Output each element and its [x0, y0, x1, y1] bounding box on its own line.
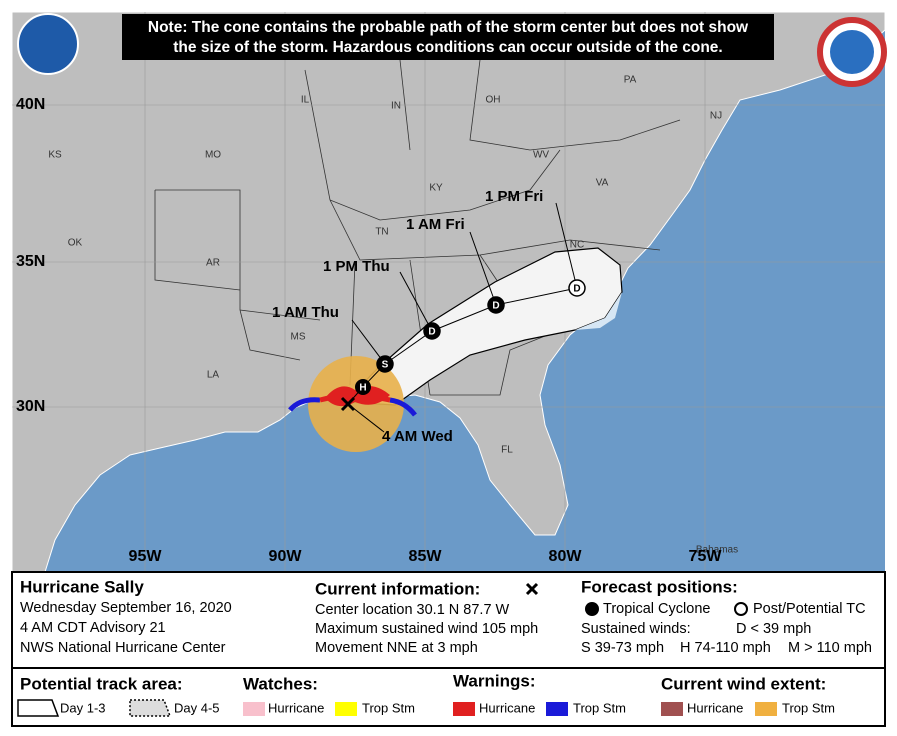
legend-text: Hurricane — [687, 700, 743, 715]
time-label: 1 PM Thu — [323, 258, 390, 275]
note-line: the size of the storm. Hazardous conditi… — [173, 39, 722, 56]
point-letter: H — [359, 383, 366, 394]
time-label: 1 AM Thu — [272, 304, 339, 321]
region-label: NC — [570, 240, 584, 251]
region-label: WV — [533, 150, 549, 161]
lon-label: 80W — [549, 548, 583, 565]
lon-label: 95W — [129, 548, 163, 565]
point-letter: S — [382, 360, 389, 371]
info-text: Post/Potential TC — [753, 601, 866, 617]
info-text: Sustained winds: — [581, 621, 691, 637]
warn-ts-swatch — [546, 702, 568, 716]
map: KSMOILINOHWVVAKYTNNCSCGAMSLAAROKFLPANJBa… — [11, 11, 887, 573]
warn-hurricane-swatch — [453, 702, 475, 716]
point-letter: D — [573, 284, 580, 295]
track-point — [376, 355, 394, 373]
info-text: NWS National Hurricane Center — [20, 640, 226, 656]
legend-text: Hurricane — [479, 700, 535, 715]
forecast-title: Forecast positions: — [581, 577, 738, 596]
legend-title: Watches: — [243, 674, 318, 693]
region-label: LA — [207, 370, 220, 381]
region-label: Bahamas — [696, 545, 738, 556]
info-text: Movement NNE at 3 mph — [315, 640, 478, 656]
tc-icon — [585, 602, 599, 616]
region-label: PA — [624, 75, 637, 86]
watch-hurricane-swatch — [243, 702, 265, 716]
region-label: KY — [429, 183, 443, 194]
region-label: MS — [291, 332, 306, 343]
info-text: Wednesday September 16, 2020 — [20, 600, 232, 616]
wind-hurricane-swatch — [661, 702, 683, 716]
lon-label: 75W — [689, 548, 723, 565]
track-point — [568, 279, 586, 297]
noaa-logo — [17, 13, 79, 75]
note-line: Note: The cone contains the probable pat… — [148, 19, 749, 36]
legend-text: Hurricane — [268, 700, 324, 715]
time-label: 1 PM Fri — [485, 188, 543, 205]
legend-title: Current wind extent: — [661, 674, 826, 693]
info-text: Maximum sustained wind 105 mph — [315, 621, 538, 637]
warning-ts-east — [389, 397, 417, 417]
time-label: 1 AM Fri — [406, 216, 465, 233]
day45-icon — [129, 699, 172, 717]
info-text: M > 110 mph — [788, 640, 872, 656]
note-box — [122, 14, 774, 60]
info-text: Center location 30.1 N 87.7 W — [315, 602, 510, 618]
cone-ocean — [575, 292, 622, 330]
nws-logo-inner — [830, 30, 874, 74]
land — [11, 11, 886, 573]
legend-text: Day 4-5 — [174, 700, 220, 715]
region-label: IN — [391, 101, 401, 112]
legend-title: Warnings: — [453, 671, 535, 690]
info-text: S 39-73 mph — [581, 640, 664, 656]
legend-text: Trop Stm — [573, 700, 626, 715]
current-icon — [525, 582, 539, 596]
info-text: 4 AM CDT Advisory 21 — [20, 620, 166, 636]
legend: Potential track area: Day 1-3 Day 4-5 Wa… — [17, 671, 835, 717]
watch-ts-swatch — [335, 702, 357, 716]
region-label: FL — [501, 445, 513, 456]
region-label: VA — [596, 178, 609, 189]
lat-label: 35N — [16, 253, 45, 270]
info-text: Tropical Cyclone — [603, 601, 710, 617]
region-label: NJ — [710, 111, 722, 122]
region-label: OH — [486, 95, 501, 106]
region-label: MO — [205, 150, 221, 161]
info-text: D < 39 mph — [736, 621, 811, 637]
region-label: KS — [48, 150, 62, 161]
region-label: TN — [375, 227, 388, 238]
region-label: AR — [206, 258, 220, 269]
legend-text: Trop Stm — [782, 700, 835, 715]
region-label: OK — [68, 238, 83, 249]
day13-icon — [17, 699, 60, 717]
track-point — [487, 296, 505, 314]
track-point — [355, 379, 371, 395]
info-text: H 74-110 mph — [680, 640, 771, 656]
current-position — [340, 396, 356, 412]
track-points: H 4 AM Wed S 1 AM Thu D 1 PM Thu D 1 AM Fri D 1 P… — [272, 188, 586, 445]
lat-label: 30N — [16, 398, 45, 415]
legend-title: Potential track area: — [20, 674, 183, 693]
graticule — [12, 12, 885, 572]
point-letter: D — [492, 301, 499, 312]
legend-text: Trop Stm — [362, 700, 415, 715]
current-title: Current information: — [315, 579, 480, 598]
legend-text: Day 1-3 — [60, 700, 106, 715]
lat-lon-labels: 40N 35N 30N 95W 90W 85W 80W 75W — [16, 96, 722, 565]
wind-ts-swatch — [755, 702, 777, 716]
lon-label: 90W — [269, 548, 303, 565]
lon-label: 85W — [409, 548, 443, 565]
warning-ts-west — [288, 397, 321, 412]
post-tc-icon — [734, 602, 748, 616]
lat-label: 40N — [16, 96, 45, 113]
track-point — [423, 322, 441, 340]
warning-hurricane — [319, 393, 391, 403]
wind-extent-ts — [308, 356, 404, 452]
point-letter: D — [428, 327, 435, 338]
time-label: 4 AM Wed — [382, 428, 453, 445]
info-panel: Hurricane Sally Wednesday September 16, … — [20, 577, 872, 655]
region-label: IL — [301, 95, 310, 106]
storm-name: Hurricane Sally — [20, 577, 144, 596]
